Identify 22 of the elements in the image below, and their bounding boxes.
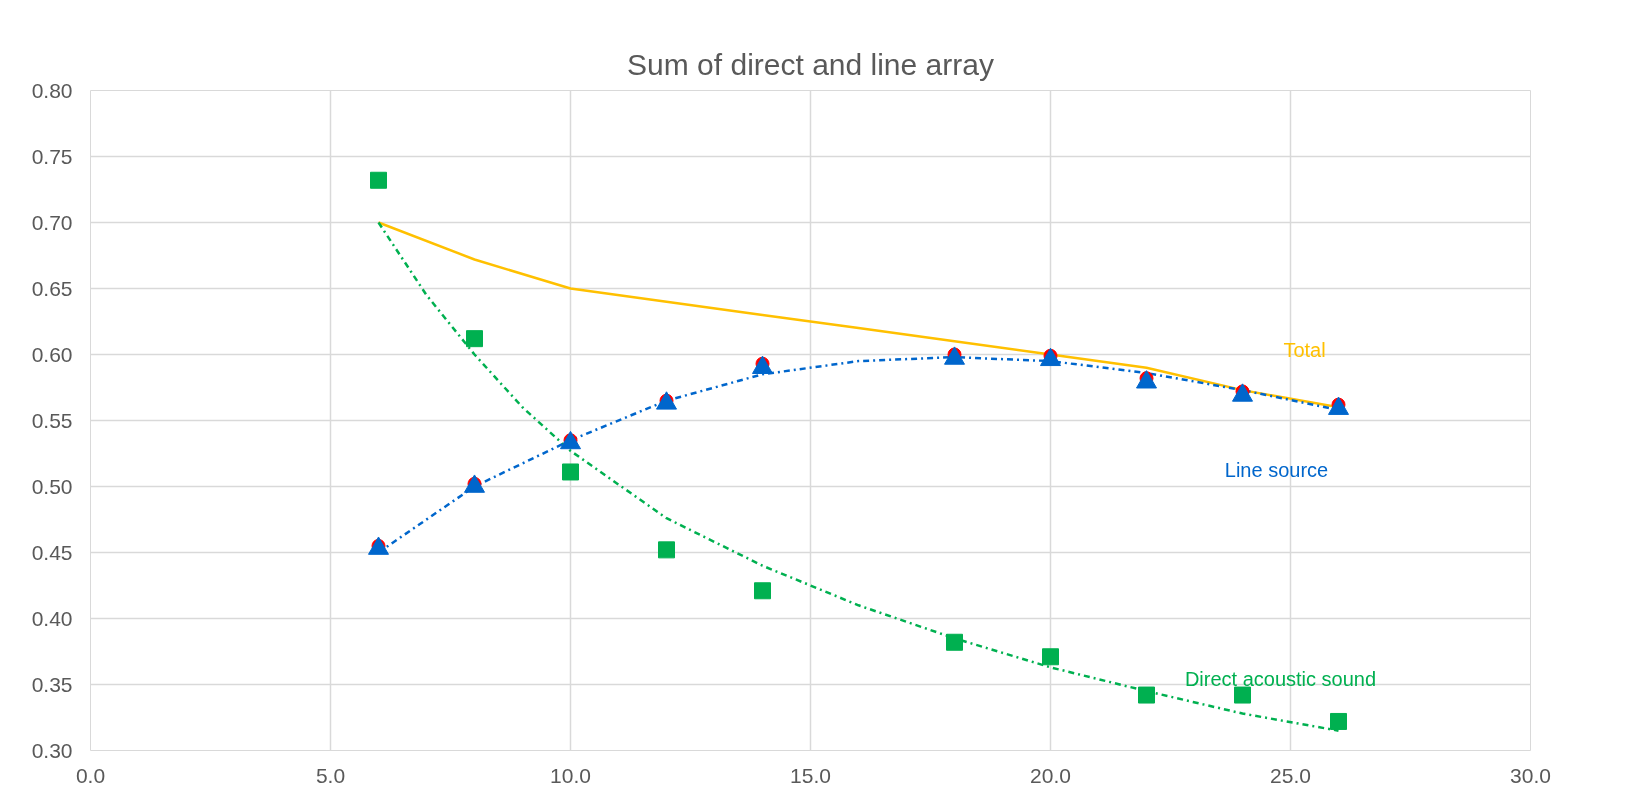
x-tick-label: 10.0 — [550, 763, 591, 787]
text: Line source — [1224, 458, 1329, 481]
y-tick-label: 0.45 — [31, 540, 73, 564]
series-label: Direct acoustic sound — [1184, 668, 1377, 691]
y-tick-label: 0.35 — [31, 672, 73, 696]
x-tick-label: 5.0 — [315, 763, 346, 787]
y-tick-label: 0.40 — [31, 606, 73, 630]
y-tick-label: 0.70 — [31, 210, 73, 234]
x-tick-label: 0.0 — [75, 763, 106, 787]
x-tick-label: 15.0 — [790, 763, 831, 787]
y-tick-label: 0.30 — [31, 738, 73, 762]
y-tick-label: 0.80 — [31, 78, 73, 102]
y-tick-label: 0.60 — [31, 342, 73, 366]
x-tick-label: 30.0 — [1510, 763, 1551, 787]
y-tick-label: 0.50 — [31, 474, 73, 498]
series-label: Total — [1283, 339, 1326, 362]
y-tick-label: 0.55 — [31, 408, 73, 432]
x-tick-label: 20.0 — [1030, 763, 1071, 787]
y-tick-label: 0.65 — [31, 276, 73, 300]
x-tick-label: 25.0 — [1270, 763, 1311, 787]
y-tick-label: 0.75 — [31, 144, 73, 168]
chart-title: Sum of direct and line array — [627, 47, 994, 81]
